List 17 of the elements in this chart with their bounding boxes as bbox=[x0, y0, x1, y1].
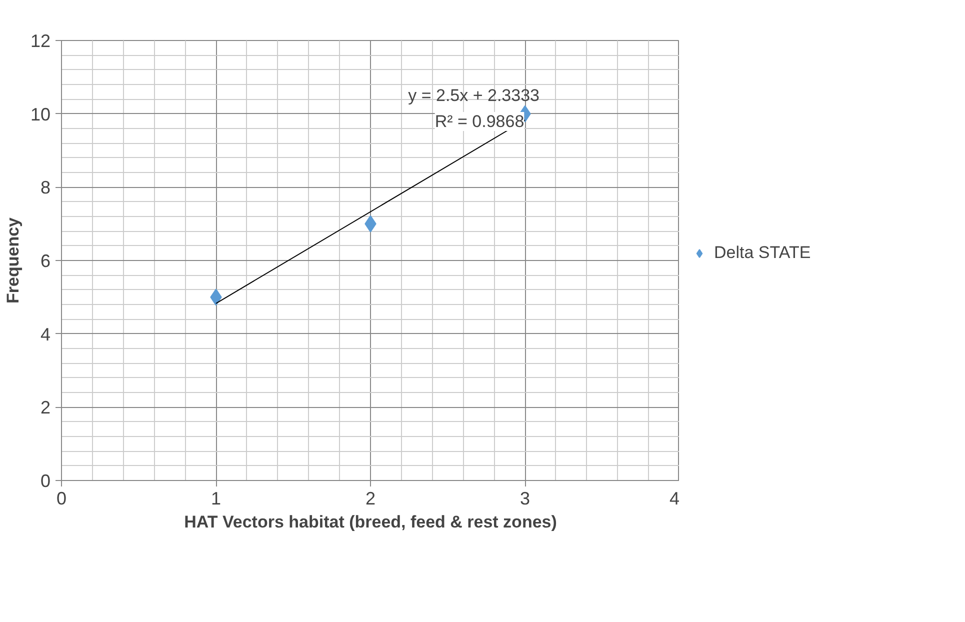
y-tick-label: 8 bbox=[40, 178, 51, 198]
x-tick-label: 0 bbox=[56, 488, 67, 508]
y-tick-label: 12 bbox=[30, 31, 51, 51]
annotation: y = 2.5x + 2.3333 bbox=[408, 86, 540, 105]
y-axis-title: Frequency bbox=[3, 216, 22, 304]
y-tick-label: 10 bbox=[30, 104, 51, 124]
x-axis-title: HAT Vectors habitat (breed, feed & rest zones) bbox=[184, 512, 557, 532]
legend-label: Delta STATE bbox=[714, 243, 811, 263]
x-tick-label: 1 bbox=[210, 488, 222, 508]
y-tick-label: 6 bbox=[40, 251, 51, 271]
x-tick-label: 2 bbox=[365, 488, 376, 508]
y-tick-label: 0 bbox=[40, 471, 51, 491]
annotation: R² = 0.9868 bbox=[434, 112, 524, 131]
x-tick-label: 4 bbox=[669, 488, 680, 508]
x-tick-label: 3 bbox=[520, 488, 530, 508]
y-tick-label: 2 bbox=[40, 398, 51, 418]
y-tick-label: 4 bbox=[40, 324, 51, 344]
